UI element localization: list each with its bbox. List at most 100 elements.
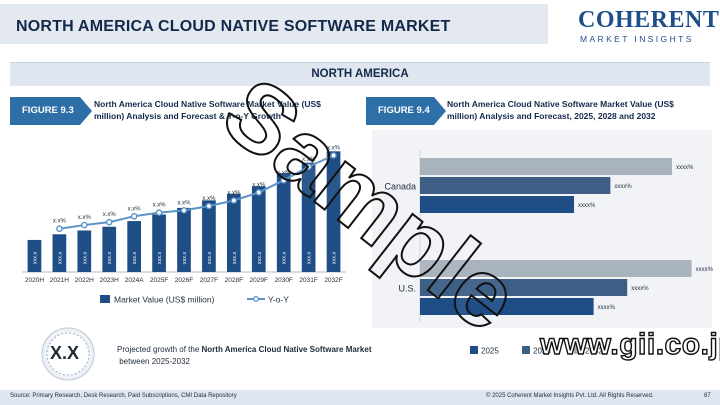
hbar-2032 bbox=[420, 260, 692, 277]
x-tick-label: 2028F bbox=[225, 277, 243, 284]
yoy-value-label: x.x% bbox=[103, 212, 117, 218]
bar-value-label: xxx.x bbox=[82, 251, 88, 264]
yoy-value-label: x.x% bbox=[252, 182, 266, 188]
yoy-value-label: x.x% bbox=[153, 203, 167, 209]
region-title: NORTH AMERICA bbox=[311, 68, 409, 80]
page-number: 87 bbox=[704, 393, 711, 399]
hbar-value-label: xxxx% bbox=[598, 305, 616, 311]
bar-market-value bbox=[301, 162, 316, 272]
yoy-value-label: x.x% bbox=[227, 191, 241, 197]
x-tick-label: 2031F bbox=[299, 277, 317, 284]
coherent-logo: COHERENT MARKET INSIGHTS bbox=[566, 5, 719, 45]
yoy-point bbox=[305, 163, 312, 171]
yoy-point bbox=[130, 212, 138, 220]
hbar-value-label: xxxx% bbox=[696, 267, 714, 273]
bar-market-value bbox=[102, 226, 117, 272]
legend-swatch-2032 bbox=[574, 346, 582, 354]
x-tick-label: 2020H bbox=[25, 277, 44, 284]
yoy-value-label: x.x% bbox=[177, 200, 191, 206]
legend-swatch-2025 bbox=[470, 346, 478, 354]
bar-value-label: xxx.x bbox=[282, 251, 288, 264]
x-tick-label: 2021H bbox=[50, 277, 69, 284]
yoy-point bbox=[155, 209, 163, 216]
figure-left-title: North America Cloud Native Software Mark… bbox=[94, 98, 356, 122]
bar-value-label: xxx.x bbox=[107, 251, 113, 264]
legend-label-2028: 2028 bbox=[533, 347, 551, 356]
yoy-point bbox=[205, 202, 213, 210]
legend-label-yoy: Y-o-Y bbox=[268, 295, 289, 305]
callout-badge-icon bbox=[41, 327, 95, 381]
hbar-2025 bbox=[420, 196, 574, 213]
figure-right-title-line2: million) Analysis and Forecast, 2025, 20… bbox=[447, 111, 656, 121]
callout-box bbox=[18, 326, 358, 382]
bar-value-label: xxx.x bbox=[157, 251, 163, 264]
legend-label-market-value: Market Value (US$ million) bbox=[114, 295, 215, 305]
title-band: NORTH AMERICA CLOUD NATIVE SOFTWARE MARK… bbox=[0, 4, 548, 44]
hbar-value-label: xxxx% bbox=[631, 286, 649, 292]
hbar-2025 bbox=[420, 298, 594, 315]
hbar-2028 bbox=[420, 177, 611, 194]
yoy-point bbox=[230, 197, 238, 204]
callout-text-bold: North America Cloud Native Software Mark… bbox=[201, 345, 372, 354]
footer-copyright: © 2025 Coherent Market Insights Pvt. Ltd… bbox=[486, 393, 654, 399]
bar-value-label: xxx.x bbox=[307, 251, 313, 264]
x-tick-label: 2023H bbox=[100, 277, 119, 284]
yoy-value-label: x.x% bbox=[277, 170, 291, 176]
x-tick-label: 2030F bbox=[274, 277, 292, 284]
yoy-value-label: x.x% bbox=[128, 206, 142, 212]
yoy-point bbox=[255, 189, 263, 196]
legend-swatch-2028 bbox=[522, 346, 530, 354]
legend-swatch-market-value bbox=[100, 295, 110, 303]
legend-label-2032: 2032 bbox=[585, 347, 603, 356]
figure-left-tag: FIGURE 9.3 bbox=[10, 97, 92, 125]
x-tick-label: 2025F bbox=[150, 277, 168, 284]
bar-market-value bbox=[177, 207, 191, 272]
callout-text-suffix: between 2025-2032 bbox=[119, 357, 190, 366]
yoy-value-label: x.x% bbox=[53, 219, 67, 225]
bar-market-value bbox=[77, 230, 92, 272]
hbar-value-label: xxxx% bbox=[614, 184, 632, 190]
bar-value-label: xxx.x bbox=[57, 251, 63, 264]
page-title: NORTH AMERICA CLOUD NATIVE SOFTWARE MARK… bbox=[16, 18, 451, 35]
x-tick-label: 2027F bbox=[200, 277, 218, 284]
x-tick-label: 2029F bbox=[250, 277, 268, 284]
yoy-point bbox=[56, 225, 63, 233]
x-tick-label: 2024A bbox=[125, 277, 144, 284]
hbar-2032 bbox=[420, 158, 672, 175]
bar-value-label: xxx.x bbox=[232, 251, 238, 264]
hbar-2028 bbox=[420, 279, 628, 296]
bar-market-value bbox=[276, 173, 291, 272]
footer: Source: Primary Research, Desk Research,… bbox=[0, 390, 720, 405]
y-category-label: Canada bbox=[384, 182, 416, 192]
bar-market-value bbox=[127, 221, 142, 272]
hbar-value-label: xxxx% bbox=[578, 203, 596, 209]
bar-market-value bbox=[326, 151, 341, 272]
yoy-point bbox=[81, 221, 88, 229]
yoy-value-label: x.x% bbox=[327, 145, 341, 151]
x-tick-label: 2022H bbox=[75, 277, 94, 284]
region-bar: NORTH AMERICA bbox=[10, 62, 710, 86]
yoy-point bbox=[105, 218, 113, 226]
bar-market-value bbox=[152, 214, 166, 272]
bar-value-label: xxx.x bbox=[32, 251, 38, 264]
legend-label-2025: 2025 bbox=[481, 347, 499, 356]
x-tick-label: 2026F bbox=[175, 277, 193, 284]
yoy-line bbox=[59, 154, 334, 230]
callout-value: X.X bbox=[50, 343, 80, 363]
header: NORTH AMERICA CLOUD NATIVE SOFTWARE MARK… bbox=[0, 0, 720, 48]
callout-text: Projected growth of the North America Cl… bbox=[117, 344, 371, 368]
bar-value-label: xxx.x bbox=[332, 251, 338, 264]
yoy-value-label: x.x% bbox=[78, 215, 92, 221]
figure-left-title-line2: million) Analysis and Forecast & Y-o-Y G… bbox=[94, 111, 281, 121]
bar-value-label: xxx.x bbox=[182, 251, 188, 264]
yoy-point bbox=[330, 152, 337, 159]
site-watermark: www.gii.co.jp bbox=[539, 327, 720, 361]
figure-right-title-line1: North America Cloud Native Software Mark… bbox=[447, 99, 674, 109]
yoy-value-label: x.x% bbox=[202, 196, 216, 202]
bar-value-label: xxx.x bbox=[257, 251, 263, 264]
logo-subtitle: MARKET INSIGHTS bbox=[580, 34, 694, 44]
bar-value-label: xxx.x bbox=[132, 251, 138, 264]
legend-swatch-yoy-marker bbox=[252, 295, 260, 303]
y-category-label: U.S. bbox=[398, 284, 416, 294]
